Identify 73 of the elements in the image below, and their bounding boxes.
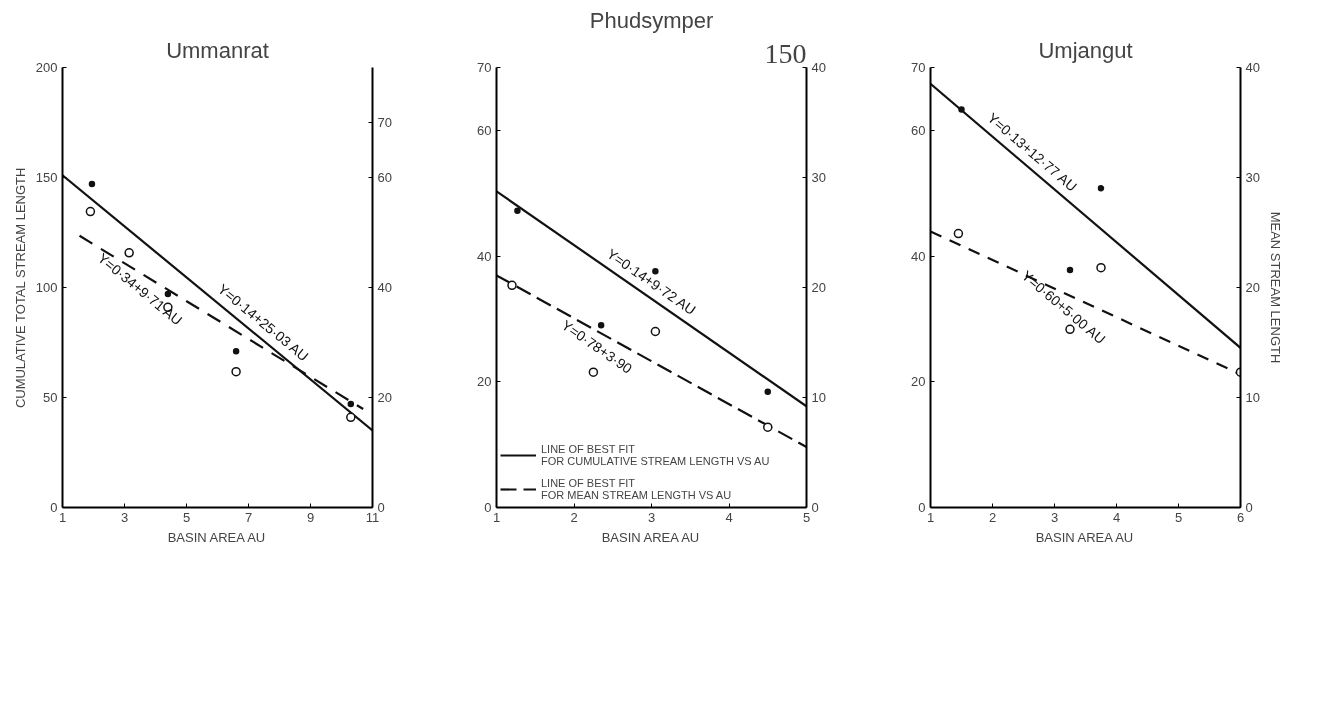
x-tick-label: 4 [725, 509, 733, 525]
y2-axis-title: MEAN STREAM LENGTH [1267, 211, 1283, 364]
x-tick-label: 1 [492, 509, 501, 525]
x-tick-label: 4 [1112, 509, 1121, 525]
y2-tick-label: 40 [811, 60, 826, 75]
x-tick-label: 9 [306, 509, 315, 525]
y2-tick-label: 40 [377, 280, 392, 295]
y-tick-label: 0 [484, 500, 492, 515]
y2-tick-label: 0 [1245, 500, 1253, 515]
x-tick-label: 3 [120, 509, 129, 525]
point [1097, 184, 1105, 192]
point [507, 280, 517, 291]
y-tick-label: 20 [477, 374, 492, 390]
x-tick-label: 6 [1236, 509, 1245, 525]
point [88, 180, 96, 188]
x-tick-label: 2 [570, 509, 578, 525]
point [1096, 262, 1106, 273]
y-tick-label: 0 [918, 500, 926, 515]
legend-label: LINE OF BEST FIT FOR CUMULATIVE STREAM LENGTH VS AU [541, 442, 770, 469]
point [763, 422, 773, 432]
y-tick-label: 100 [35, 280, 58, 295]
y2-tick-label: 40 [1245, 60, 1260, 75]
y2-tick-label: 10 [811, 390, 826, 405]
x-tick-label: 5 [1174, 509, 1183, 525]
point [514, 207, 521, 215]
point [347, 400, 355, 408]
legend-label: LINE OF BEST FIT FOR MEAN STREAM LENGTH VS AU [541, 476, 732, 503]
y-tick-label: 50 [43, 390, 58, 405]
y-tick-label: 60 [911, 122, 926, 138]
chart-title: Ummanrat [166, 37, 269, 63]
y-tick-label: 60 [477, 122, 492, 138]
x-tick-label: 7 [244, 509, 253, 525]
x-tick-label: 2 [988, 509, 997, 525]
y2-tick-label: 20 [377, 390, 392, 405]
y-tick-label: 70 [911, 60, 926, 75]
x-axis-title: BASIN AREA AU [1035, 529, 1134, 545]
point [231, 366, 241, 377]
point [764, 388, 771, 396]
x-tick-label: 1 [58, 509, 67, 525]
chart-title: Phudsymper [589, 7, 714, 33]
y2-tick-label: 70 [377, 115, 392, 130]
y-tick-label: 70 [477, 60, 492, 75]
y2-tick-label: 0 [811, 500, 819, 515]
y2-tick-label: 10 [1245, 390, 1260, 405]
point [346, 412, 356, 423]
y2-tick-label: 20 [1245, 280, 1260, 295]
y2-tick-label: 0 [377, 500, 385, 515]
y2-tick-label: 30 [811, 170, 826, 185]
x-tick-label: 3 [647, 509, 656, 525]
annotation: 150 [764, 37, 807, 69]
x-axis-title: BASIN AREA AU [601, 529, 700, 545]
x-tick-label: 5 [802, 509, 811, 525]
x-tick-label: 1 [926, 509, 935, 525]
x-tick-label: 3 [1050, 509, 1059, 525]
y-tick-label: 150 [35, 170, 58, 185]
point [958, 106, 965, 113]
x-axis-title: BASIN AREA AU [167, 529, 266, 545]
y2-tick-label: 20 [811, 280, 826, 295]
y-tick-label: 0 [50, 500, 58, 515]
y-tick-label: 200 [35, 60, 58, 75]
y-tick-label: 20 [911, 374, 926, 390]
point [85, 206, 96, 217]
point [650, 326, 661, 337]
point [232, 348, 240, 355]
y-axis-title: CUMULATIVE TOTAL STREAM LENGTH [12, 167, 28, 409]
x-tick-label: 5 [182, 509, 191, 525]
y2-tick-label: 60 [377, 170, 392, 185]
chart-title: Umjangut [1038, 37, 1133, 63]
y-tick-label: 40 [477, 248, 492, 264]
y2-tick-label: 30 [1245, 170, 1260, 185]
point [953, 228, 964, 239]
y-tick-label: 40 [911, 248, 926, 264]
point [164, 290, 172, 298]
